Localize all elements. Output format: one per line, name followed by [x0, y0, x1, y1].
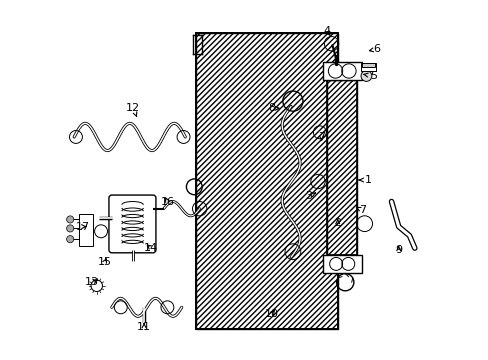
- Bar: [79, 214, 93, 246]
- Text: 5: 5: [363, 71, 376, 81]
- Text: 11: 11: [137, 322, 151, 332]
- Bar: [322, 255, 361, 273]
- Text: 9: 9: [394, 245, 402, 255]
- Text: 16: 16: [160, 197, 174, 207]
- Circle shape: [360, 71, 371, 81]
- Bar: [326, 80, 357, 255]
- Text: 8: 8: [267, 103, 279, 113]
- Circle shape: [66, 235, 74, 243]
- Text: 12: 12: [126, 103, 140, 116]
- Bar: [326, 80, 357, 255]
- Text: 1: 1: [358, 175, 371, 185]
- Circle shape: [66, 225, 74, 232]
- Text: 7: 7: [356, 206, 366, 216]
- Bar: [196, 33, 337, 329]
- Text: 10: 10: [264, 310, 278, 319]
- Text: 14: 14: [144, 243, 158, 253]
- Text: 4: 4: [323, 26, 330, 36]
- Circle shape: [66, 216, 74, 223]
- Text: 13: 13: [85, 277, 99, 287]
- FancyBboxPatch shape: [109, 195, 156, 253]
- Text: 3: 3: [305, 191, 315, 201]
- Text: 2: 2: [333, 218, 341, 228]
- Bar: [196, 33, 337, 329]
- Text: 6: 6: [368, 44, 380, 54]
- Text: 17: 17: [76, 222, 90, 231]
- Text: 7: 7: [317, 132, 325, 142]
- Text: 15: 15: [98, 257, 111, 267]
- Bar: [322, 62, 361, 80]
- Bar: [360, 63, 375, 71]
- Bar: [362, 63, 374, 67]
